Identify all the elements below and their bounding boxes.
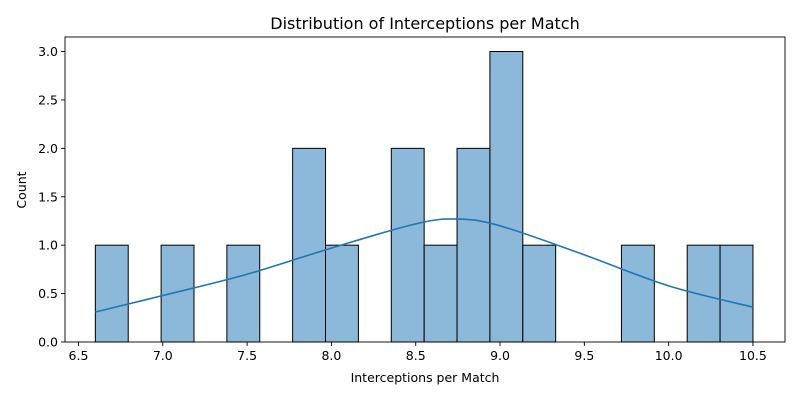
y-axis: 0.0 0.5 1.0 1.5 2.0 2.5 3.0 — [38, 44, 65, 350]
histogram-bar-6 — [292, 147, 327, 343]
histogram-bar-7 — [325, 244, 359, 343]
chart-title: Distribution of Interceptions per Match — [270, 14, 580, 33]
y-tick-label: 0.5 — [38, 286, 58, 301]
x-tick-label: 8.5 — [406, 348, 426, 363]
histogram-bar-4 — [226, 244, 261, 343]
x-tick-label: 10.5 — [739, 348, 767, 363]
x-tick-label: 9.0 — [490, 348, 510, 363]
y-tick-label: 1.0 — [38, 238, 58, 253]
x-tick-label: 7.5 — [237, 348, 257, 363]
x-tick-label: 10.0 — [655, 348, 683, 363]
kde-curve — [95, 218, 754, 313]
x-tick-label: 8.0 — [321, 348, 341, 363]
y-tick-label: 0.0 — [38, 335, 58, 350]
histogram-bars — [94, 51, 754, 343]
y-tick-label: 1.5 — [38, 189, 58, 204]
x-tick-label: 7.0 — [153, 348, 173, 363]
x-axis: 6.5 7.0 7.5 8.0 8.5 9.0 9.5 10.0 10.5 — [69, 342, 767, 363]
histogram-bar-13 — [522, 244, 557, 343]
y-axis-label: Count — [14, 171, 29, 208]
y-tick-label: 2.0 — [38, 141, 58, 156]
histogram-bar-2 — [160, 244, 195, 343]
histogram-bar-0 — [94, 244, 129, 343]
x-tick-label: 6.5 — [69, 348, 89, 363]
plot-frame — [64, 36, 786, 343]
histogram-bar-9 — [390, 147, 425, 343]
histogram-bar-16 — [620, 244, 655, 343]
y-tick-label: 2.5 — [38, 92, 58, 107]
histogram-bar-19 — [719, 244, 754, 343]
y-tick-label: 3.0 — [38, 44, 58, 59]
histogram-bar-12 — [489, 51, 524, 343]
histogram-bar-10 — [423, 244, 458, 343]
histogram-bar-18 — [686, 244, 721, 343]
x-axis-label: Interceptions per Match — [351, 370, 500, 385]
x-tick-label: 9.5 — [574, 348, 594, 363]
histogram-bar-11 — [456, 147, 491, 343]
